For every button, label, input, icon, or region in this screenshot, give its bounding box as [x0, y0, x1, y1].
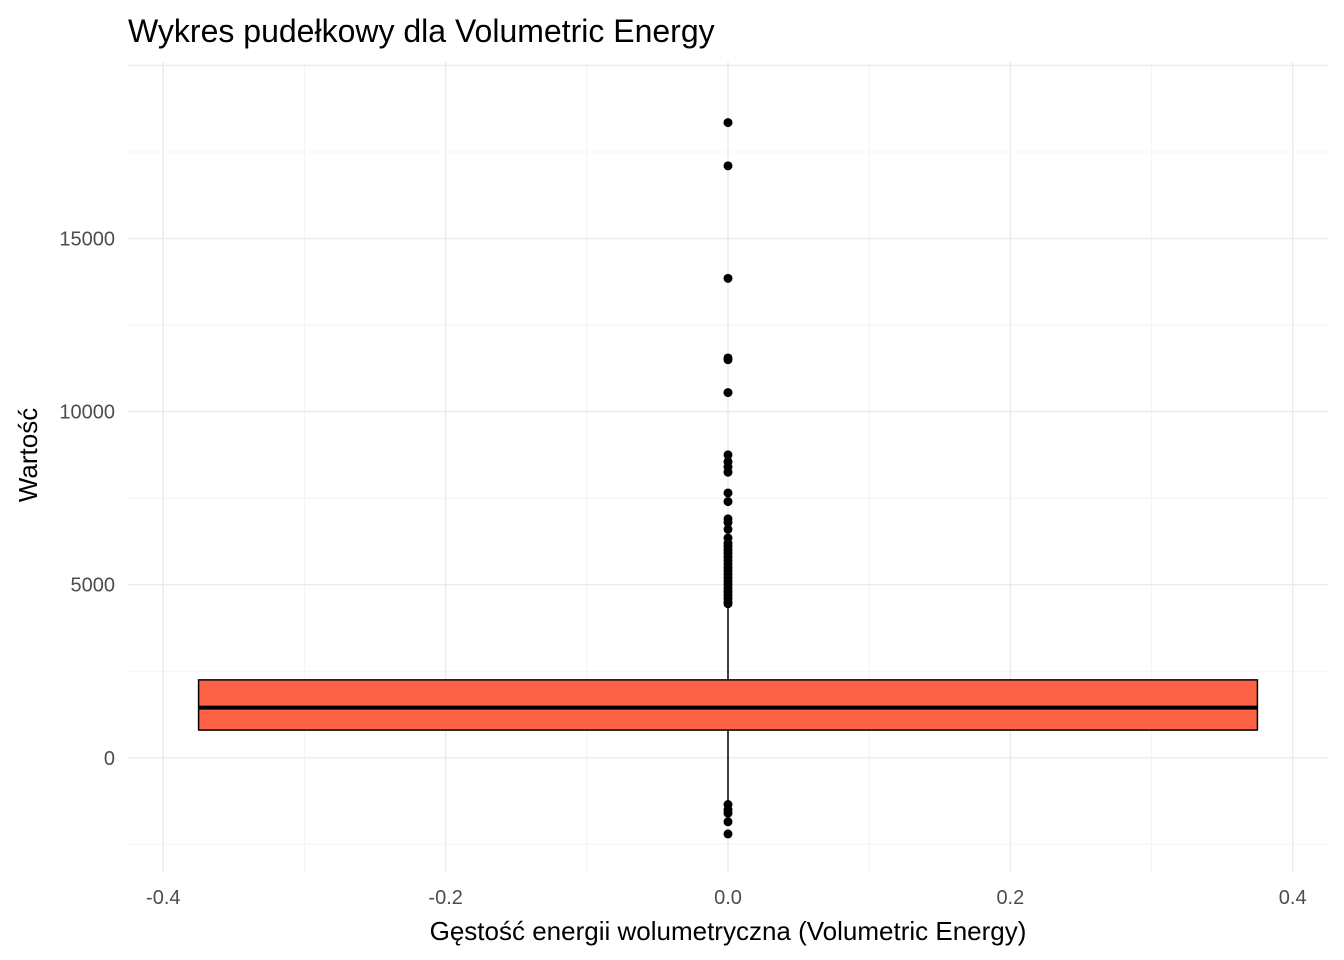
outlier-point	[723, 161, 733, 171]
box-layer	[197, 605, 1259, 803]
outlier-point	[723, 517, 733, 527]
y-axis-title: Wartość	[13, 408, 43, 502]
y-tick-label: 5000	[71, 575, 116, 597]
x-tick-label: 0.2	[996, 887, 1024, 909]
y-tick-label: 10000	[59, 402, 115, 424]
x-tick-label: 0.0	[714, 887, 742, 909]
iqr-box	[197, 679, 1259, 731]
outlier-point	[723, 497, 733, 507]
y-tick-label: 15000	[59, 229, 115, 251]
outlier-layer	[723, 118, 733, 839]
outlier-point	[723, 388, 733, 398]
outlier-point	[723, 450, 733, 460]
x-axis-title: Gęstość energii wolumetryczna (Volumetri…	[430, 916, 1027, 946]
outlier-point	[723, 467, 733, 477]
y-tick-label: 0	[104, 748, 115, 770]
outlier-point	[723, 118, 733, 128]
y-tick-labels: 0 5000 10000 15000	[59, 229, 115, 770]
x-tick-label: -0.4	[146, 887, 180, 909]
outlier-point	[723, 829, 733, 839]
outlier-point	[723, 817, 733, 827]
outlier-point	[723, 599, 733, 609]
x-tick-label: -0.2	[428, 887, 462, 909]
outlier-point	[723, 488, 733, 498]
outlier-point	[723, 273, 733, 283]
x-tick-label: 0.4	[1279, 887, 1307, 909]
outlier-point	[723, 355, 733, 365]
outlier-point	[723, 808, 733, 818]
x-tick-labels: -0.4 -0.2 0.0 0.2 0.4	[146, 887, 1307, 909]
chart-title: Wykres pudełkowy dla Volumetric Energy	[128, 13, 715, 49]
outlier-point	[723, 524, 733, 534]
